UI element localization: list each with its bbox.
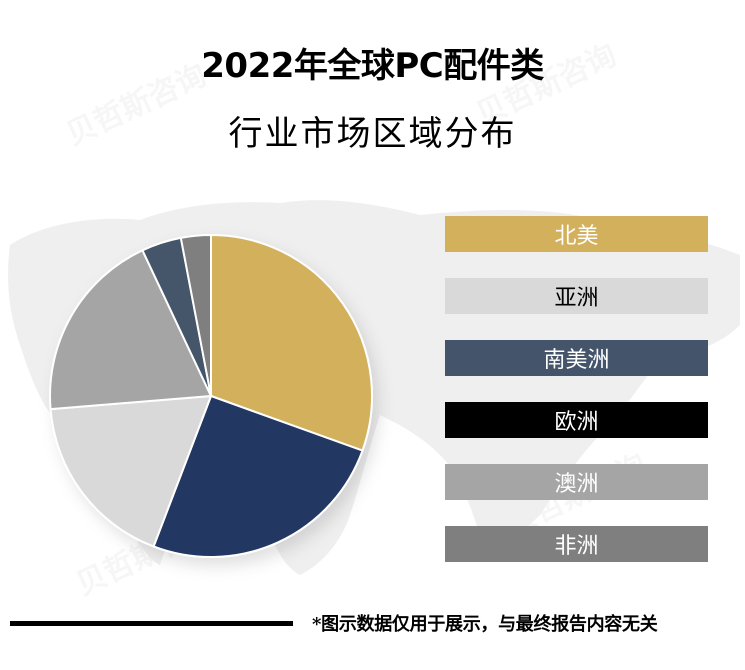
legend-item-north-america: 北美 <box>445 216 708 252</box>
legend-item-oceania: 澳洲 <box>445 464 708 500</box>
legend-label: 澳洲 <box>554 472 599 497</box>
legend-item-europe: 欧洲 <box>445 402 708 438</box>
pie-slice-2 <box>49 394 213 548</box>
footer-disclaimer: *图示数据仅用于展示，与最终报告内容无关 <box>312 614 658 635</box>
legend-item-asia: 亚洲 <box>445 278 708 314</box>
chart-title-line-1: 2022年全球PC配件类 <box>201 46 544 86</box>
pie-slice-3 <box>49 248 213 411</box>
chart-title-line-2: 行业市场区域分布 <box>228 114 517 154</box>
pie-slice-1 <box>152 394 364 558</box>
legend-item-africa: 非洲 <box>445 526 708 562</box>
chart-legend: 北美 亚洲 南美洲 欧洲 澳洲 非洲 <box>445 216 708 588</box>
legend-label: 亚洲 <box>554 286 599 311</box>
legend-label: 北美 <box>554 224 599 249</box>
footer-divider <box>10 621 293 626</box>
legend-label: 欧洲 <box>554 410 599 435</box>
legend-item-south-america: 南美洲 <box>445 340 708 376</box>
pie-slice-5 <box>179 233 212 397</box>
pie-slice-0 <box>210 233 373 452</box>
legend-label: 非洲 <box>554 534 599 559</box>
legend-label: 南美洲 <box>543 348 610 373</box>
